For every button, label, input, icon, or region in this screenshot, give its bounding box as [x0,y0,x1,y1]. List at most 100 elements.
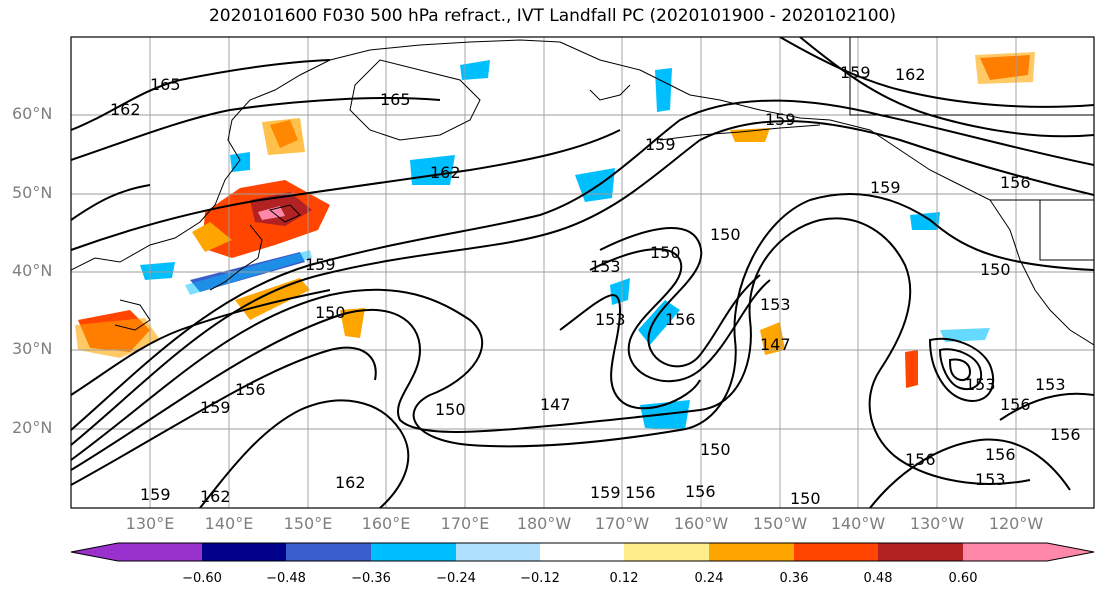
anomaly-patch [140,262,175,280]
contour-label: 156 [665,310,696,329]
lon-label: 140°W [830,514,886,533]
contour-labels: 165 162 165 162 159 159 150 150 153 150 … [110,63,1081,508]
lon-label: 170°W [594,514,650,533]
contour-label: 156 [625,483,656,502]
lon-label: 130°W [909,514,965,533]
contour-label: 153 [760,295,791,314]
contour-label: 159 [200,398,231,417]
contour-label: 153 [1035,375,1066,394]
lat-label: 20°N [12,418,53,437]
anomaly-patch [235,278,310,320]
colorbar-segment [202,543,286,561]
contour-label: 156 [905,450,936,469]
contour-label: 159 [765,110,796,129]
lon-label: 180°W [516,514,572,533]
anomaly-patch [975,52,1035,84]
anomaly-patch [910,212,940,230]
colorbar-tick-label: 0.12 [609,571,639,586]
colorbar-tick-label: −0.24 [436,571,476,586]
colorbar-segment [540,543,624,561]
anomaly-patch [760,322,785,355]
anomaly-patch [940,328,990,342]
colorbar-tick-label: −0.60 [182,571,222,586]
colorbar-tick-label: −0.48 [266,571,306,586]
lat-label: 40°N [12,261,53,280]
contour-label: 159 [645,135,676,154]
lon-label: 160°E [361,514,411,533]
map-title: 2020101600 F030 500 hPa refract., IVT La… [208,6,896,26]
anomaly-patch [610,278,630,305]
contour-label: 153 [975,470,1006,489]
colorbar-segment [963,543,1047,561]
colorbar-tick-label: 0.60 [948,571,978,586]
height-contours [71,37,1094,508]
lat-label: 30°N [12,339,53,358]
contour-label: 156 [685,482,716,501]
colorbar-segment [709,543,794,561]
colorbar-outline [70,542,1095,562]
colorbar-extend-high [1047,543,1094,561]
contour-label: 147 [540,395,571,414]
contour-label: 150 [435,400,466,419]
contour-label: 150 [315,303,346,322]
lon-label: 150°W [752,514,808,533]
contour-label: 159 [305,255,336,274]
lat-label: 50°N [12,183,53,202]
lon-label: 140°E [204,514,254,533]
colorbar [70,542,1095,562]
lon-label: 120°W [988,514,1044,533]
colorbar-segment [371,543,456,561]
contour-label: 150 [790,489,821,508]
contour-label: 162 [200,487,231,506]
anomaly-patch [340,308,365,338]
contour-label: 147 [760,335,791,354]
contour-label: 165 [150,75,181,94]
map-frame [70,36,1095,509]
contour-label: 150 [710,225,741,244]
anomaly-patch [192,222,232,252]
anomaly-patch [655,68,672,112]
contour-label: 156 [1050,425,1081,444]
colorbar-extend-low [71,543,118,561]
contour-label: 159 [870,178,901,197]
contour-label: 159 [140,485,171,504]
colorbar-tick-label: 0.24 [694,571,724,586]
coastlines [71,37,1094,346]
colorbar-segment [118,543,202,561]
contour-label: 153 [595,310,626,329]
colorbar-tick-label: −0.36 [351,571,391,586]
refractivity-shading [75,52,1035,430]
contour-label: 162 [895,65,926,84]
anomaly-patch [460,60,490,80]
contour-label: 159 [840,63,871,82]
contour-label: 156 [235,380,266,399]
contour-label: 159 [590,483,621,502]
colorbar-segment [286,543,371,561]
lon-label: 160°W [673,514,729,533]
colorbar-segment [456,543,540,561]
contour-label: 150 [980,260,1011,279]
contour-label: 162 [335,473,366,492]
contour-label: 153 [965,375,996,394]
lon-label: 130°E [125,514,175,533]
contour-label: 156 [985,445,1016,464]
colorbar-segment [878,543,963,561]
colorbar-segment [794,543,878,561]
contour-label: 153 [590,257,621,276]
colorbar-segment [624,543,709,561]
contour-label: 150 [700,440,731,459]
lat-label: 60°N [12,104,53,123]
lon-label: 150°E [283,514,333,533]
contour-label: 162 [430,163,461,182]
contour-label: 162 [110,100,141,119]
anomaly-patch [185,250,312,295]
contour-label: 150 [650,243,681,262]
contour-label: 165 [380,90,411,109]
anomaly-patch [905,350,918,388]
colorbar-tick-label: −0.12 [520,571,560,586]
contour-label: 156 [1000,173,1031,192]
anomaly-patch [262,118,305,155]
lon-label: 170°E [440,514,490,533]
colorbar-tick-label: 0.48 [863,571,893,586]
